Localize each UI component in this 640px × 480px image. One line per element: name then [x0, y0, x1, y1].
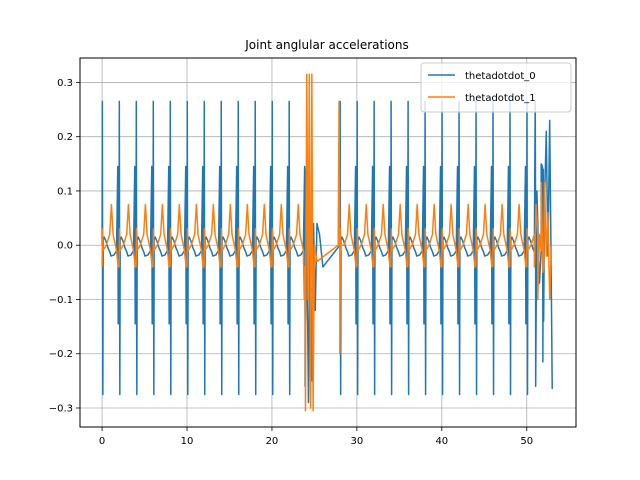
y-tick-label: −0.2 [49, 349, 73, 360]
y-tick-label: 0.3 [57, 78, 73, 89]
legend-box [420, 62, 572, 113]
x-tick-label: 10 [181, 436, 194, 447]
x-tick-label: 0 [99, 436, 105, 447]
legend-label-thetadotdot-1: thetadotdot_1 [465, 93, 536, 104]
plot-frame [79, 57, 577, 428]
series-line-thetadotdot-1 [101, 73, 553, 412]
y-tick-label: 0.1 [57, 186, 73, 197]
y-tick-label: −0.1 [49, 295, 73, 306]
y-axis: −0.3 −0.2 −0.1 0.0 0.1 0.2 0.3 [49, 78, 80, 415]
y-tick-label: 0.0 [57, 241, 73, 252]
series-layer [101, 73, 553, 412]
x-tick-label: 30 [351, 436, 364, 447]
y-tick-label: −0.3 [49, 404, 73, 415]
chart-title: Joint anglular accelerations [244, 38, 408, 52]
x-axis: 0 10 20 30 40 50 [99, 427, 533, 447]
x-tick-label: 40 [435, 436, 448, 447]
series-line-thetadotdot-0 [101, 100, 553, 404]
x-tick-label: 20 [266, 436, 279, 447]
legend: thetadotdot_0 thetadotdot_1 [420, 62, 572, 113]
legend-label-thetadotdot-0: thetadotdot_0 [465, 71, 536, 82]
y-tick-label: 0.2 [57, 132, 73, 143]
x-tick-label: 50 [520, 436, 533, 447]
